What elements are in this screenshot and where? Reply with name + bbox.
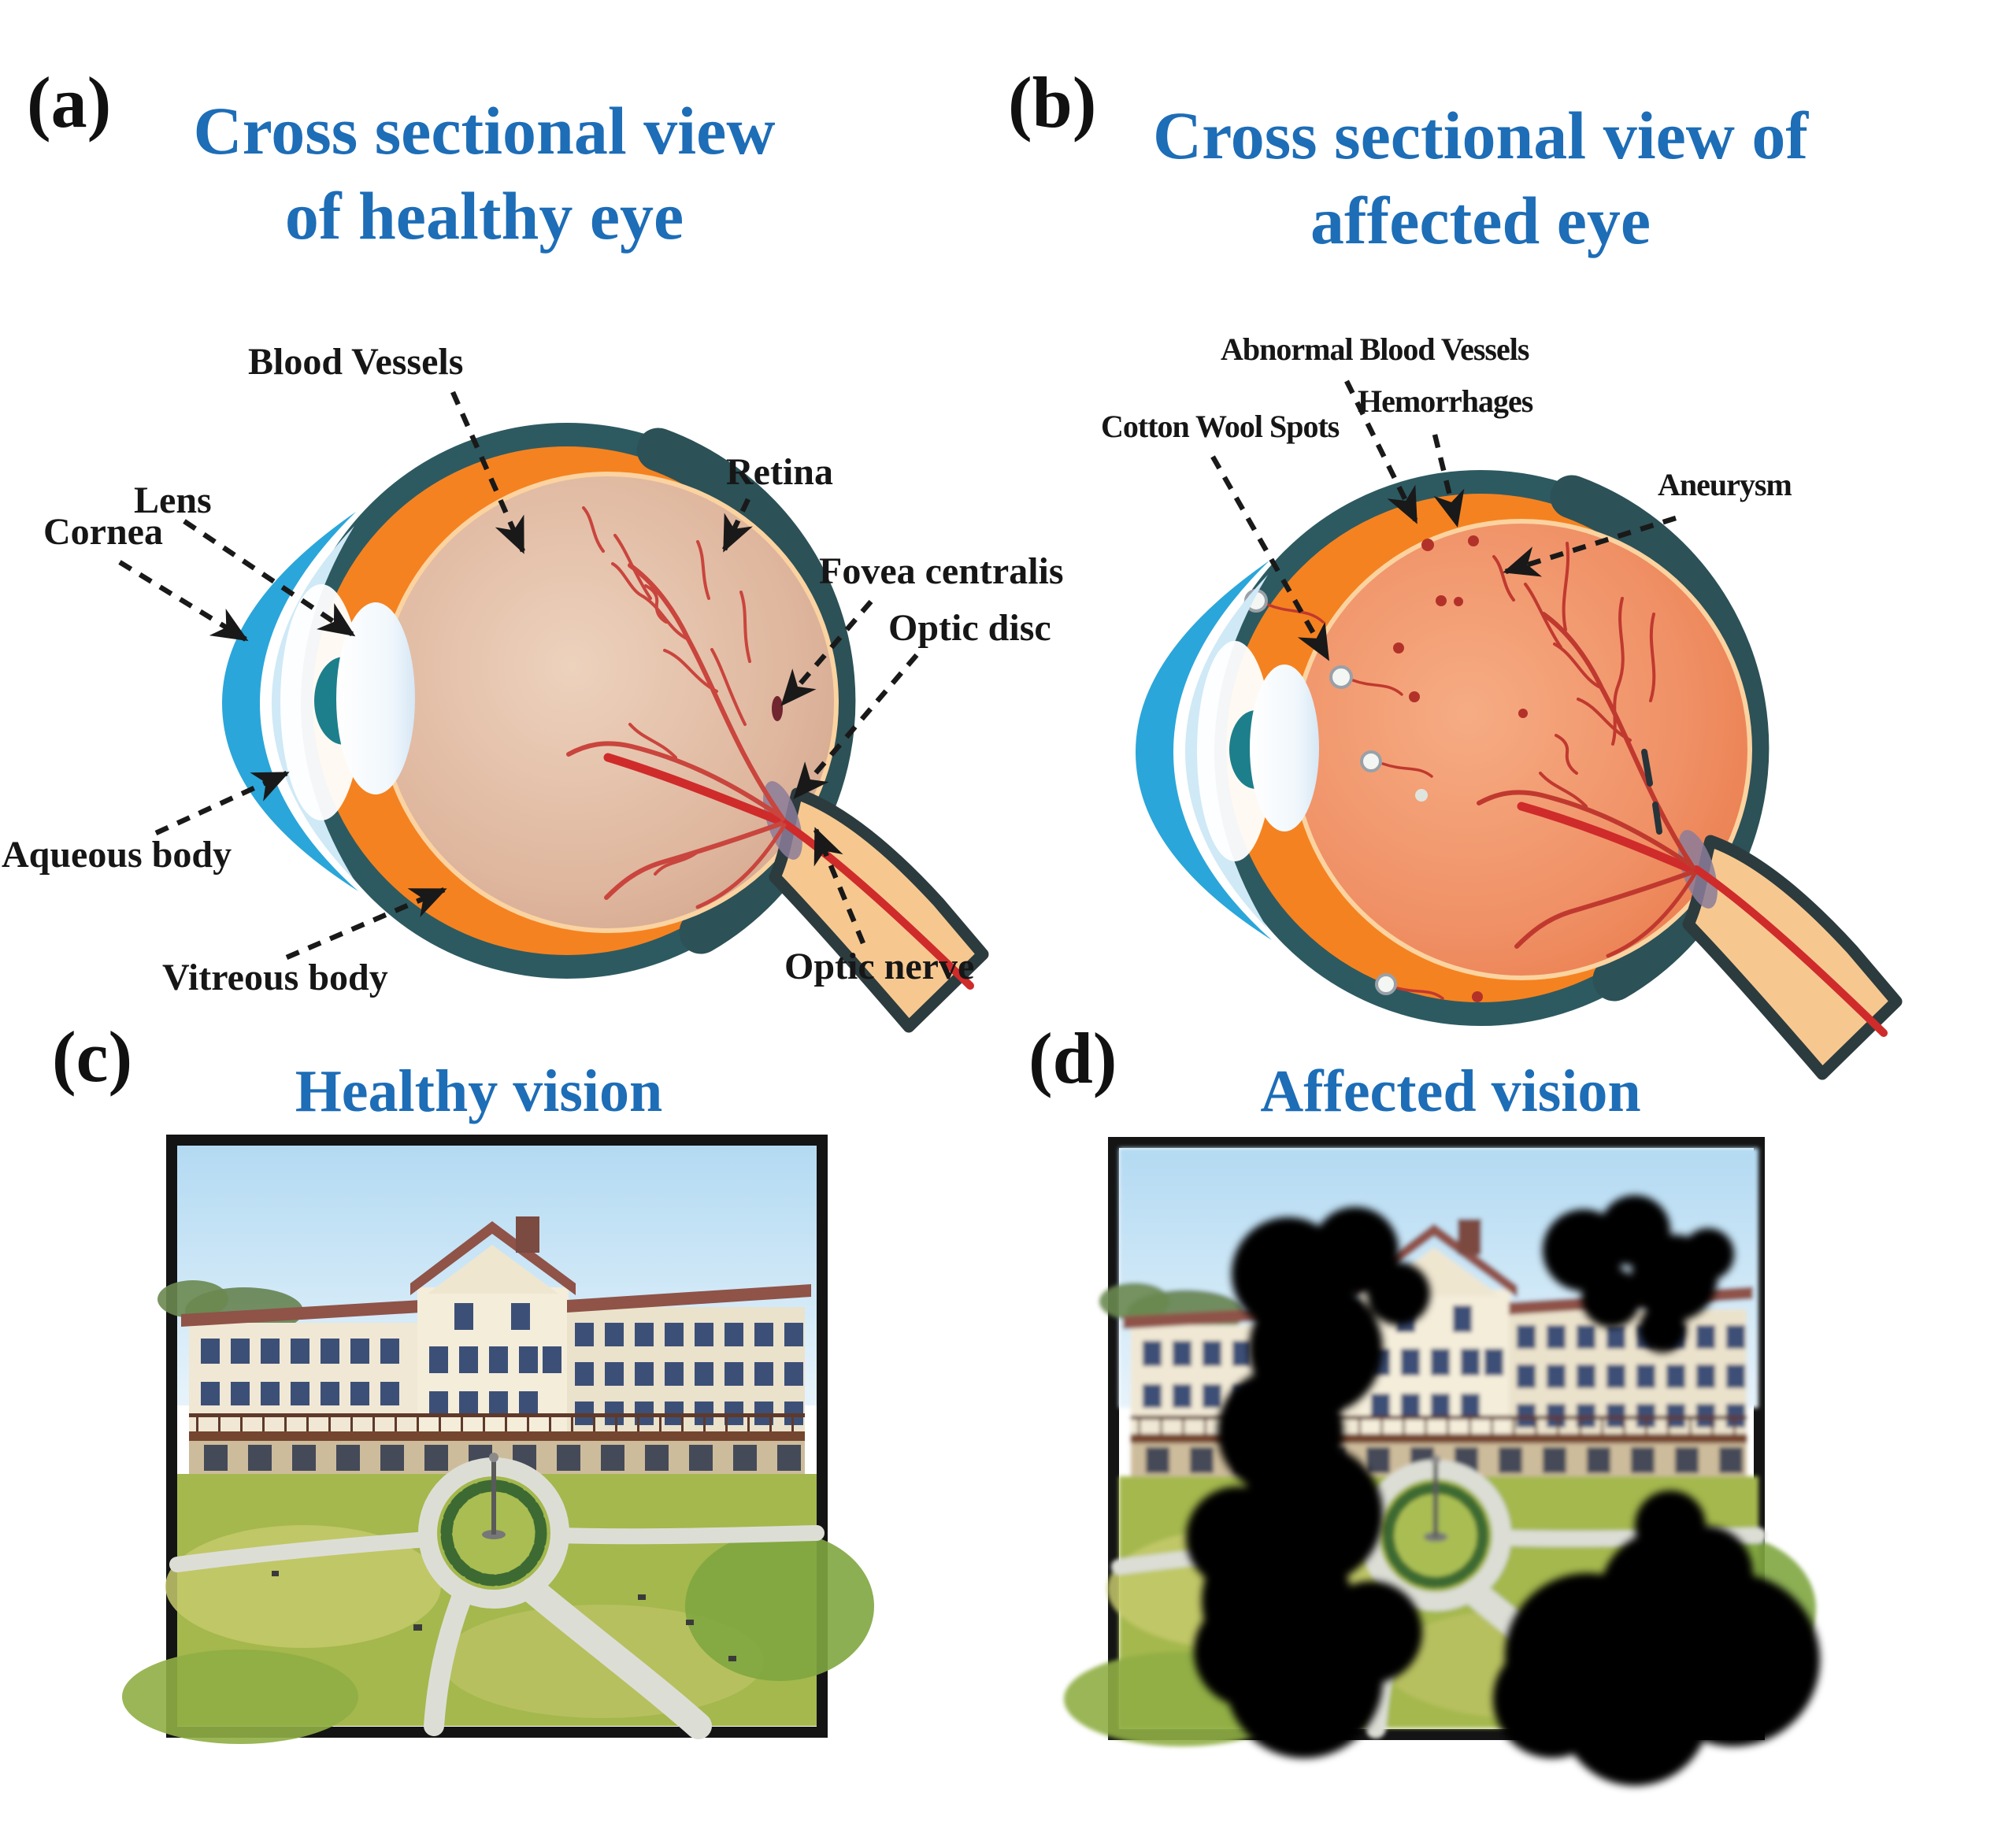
label-hemorrhages: Hemorrhages: [1358, 383, 1533, 419]
cornea-shape: [1136, 561, 1272, 940]
optic-nerve-shape: [1682, 835, 1903, 1080]
label-retina: Retina: [726, 451, 833, 493]
panel-d-tag: (d): [1028, 1018, 1117, 1098]
label-cotton-wool-spots: Cotton Wool Spots: [1101, 409, 1340, 444]
panel-a-title-line1: Cross sectional view: [193, 93, 776, 168]
healthy-vision-photo: [122, 1140, 874, 1744]
label-aneurysm: Aneurysm: [1658, 467, 1792, 502]
label-optic-disc: Optic disc: [888, 607, 1051, 649]
panel-c-tag: (c): [52, 1016, 133, 1097]
panel-a-tag: (a): [27, 62, 112, 143]
panel-a-title: Cross sectional view of healthy eye: [118, 88, 850, 258]
label-vitreous-body: Vitreous body: [162, 957, 388, 998]
hemorrhage-dots: [1393, 535, 1528, 1002]
affected-eye-diagram: [1136, 470, 1903, 1080]
panel-b-title-line2: affected eye: [1310, 183, 1651, 258]
cotton-wool-spots: [1244, 589, 1428, 995]
rim-marks: [1641, 749, 1662, 835]
label-fovea-centralis: Fovea centralis: [819, 550, 1064, 592]
panel-c-title: Healthy vision: [295, 1058, 663, 1124]
label-lens: Lens: [134, 480, 212, 521]
label-optic-nerve: Optic nerve: [784, 946, 975, 987]
fovea-mark: [772, 696, 783, 721]
label-aqueous-body: Aqueous body: [2, 834, 232, 876]
healthy-eye-diagram: [222, 423, 989, 1033]
annotation-arrows: [118, 380, 1677, 960]
panel-d-title: Affected vision: [1260, 1058, 1641, 1124]
label-cornea: Cornea: [43, 511, 163, 553]
panel-a-title-line2: of healthy eye: [284, 178, 684, 254]
label-blood-vessels: Blood Vessels: [248, 341, 464, 383]
vision-black-spots: [1186, 1195, 1820, 1786]
retinal-vessels: [566, 506, 974, 990]
panel-b-title: Cross sectional view of affected eye: [1063, 93, 1898, 263]
lens-shape: [1250, 665, 1319, 831]
label-abnormal-blood-vessels: Abnormal Blood Vessels: [1221, 331, 1529, 367]
optic-nerve-shape: [769, 787, 989, 1033]
panel-b-tag: (b): [1008, 62, 1097, 143]
affected-vision-photo: [1064, 1142, 1820, 1786]
panel-b-title-line1: Cross sectional view of: [1152, 98, 1809, 173]
lens-shape: [336, 602, 415, 794]
